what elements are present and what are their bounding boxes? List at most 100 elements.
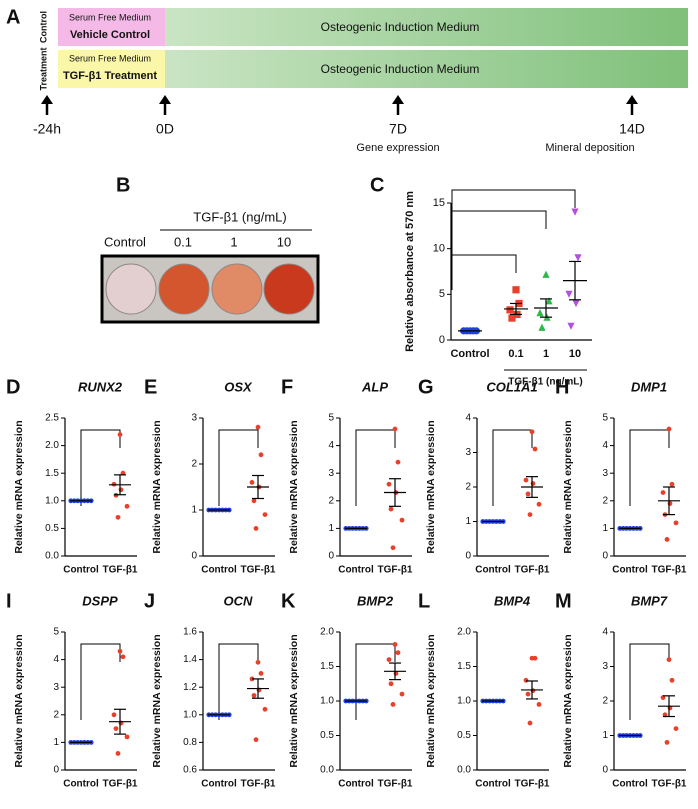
data-point	[124, 734, 130, 740]
x-tick-label: Control	[201, 565, 237, 576]
y-tick-label: 2	[53, 709, 59, 720]
x-tick-label: TGF-β1	[652, 565, 687, 576]
y-tick-label: 4	[602, 627, 608, 638]
y-tick-label: 4	[602, 440, 608, 451]
y-tick-label: 0.8	[183, 737, 197, 748]
y-tick-label: 2	[465, 482, 471, 493]
panel-a: A Control Treatment Serum Free Medium Ve…	[6, 6, 688, 154]
timepoint: 7D	[389, 121, 407, 137]
y-axis-label: Relative mRNA expression	[562, 634, 574, 767]
data-point	[258, 671, 264, 676]
y-tick-label: 0.5	[45, 523, 59, 534]
significance-bracket	[80, 429, 121, 506]
y-tick-label: 1	[465, 516, 471, 527]
y-tick-label: 0	[602, 765, 608, 776]
x-tick-label: Control	[338, 779, 374, 790]
x-tick-label: TGF-β1	[515, 565, 550, 576]
data-point	[529, 429, 535, 435]
y-tick-label: 4	[53, 654, 59, 665]
y-tick-label: 4	[328, 440, 334, 451]
data-point	[523, 677, 529, 683]
y-axis-label: Relative mRNA expression	[288, 634, 300, 767]
well	[263, 263, 315, 315]
panel-letter: C	[370, 174, 384, 196]
box-small: Serum Free Medium	[69, 12, 151, 22]
y-tick-label: 0	[328, 551, 334, 562]
data-point	[392, 642, 398, 647]
y-axis-label: Relative absorbance at 570 nm	[404, 191, 416, 352]
y-tick-label: 2.0	[45, 440, 59, 451]
data-point	[572, 299, 580, 308]
data-point	[253, 526, 259, 531]
chart-title: OSX	[224, 379, 253, 394]
panel-letter: L	[418, 590, 430, 612]
y-tick-label: 2	[191, 459, 197, 470]
y-tick-label: 1.4	[183, 654, 197, 665]
y-tick-label: 1	[53, 737, 59, 748]
data-point	[532, 655, 538, 661]
y-tick-label: 15	[433, 197, 445, 209]
panel-letter: F	[281, 376, 293, 398]
significance-bracket	[218, 429, 259, 506]
data-point	[262, 512, 268, 517]
data-point	[660, 490, 666, 495]
data-point	[390, 545, 396, 551]
x-tick-label: Control	[475, 565, 511, 576]
data-point	[542, 270, 550, 278]
x-tick-label: TGF-β1	[378, 565, 413, 576]
significance-bracket	[451, 254, 517, 290]
data-point	[536, 309, 544, 317]
chart-title: BMP2	[357, 593, 394, 608]
row-label: Control	[38, 11, 48, 43]
well-label: Control	[104, 234, 146, 249]
y-tick-label: 2.5	[45, 413, 59, 424]
y-axis-label: Relative mRNA expression	[151, 420, 163, 553]
x-tick-label: TGF-β1	[378, 779, 413, 790]
data-point	[395, 459, 401, 465]
serum-box	[58, 50, 165, 88]
significance-bracket	[451, 210, 547, 290]
y-tick-label: 1.0	[45, 495, 59, 506]
data-point	[530, 688, 536, 694]
x-tick-label: Control	[475, 779, 511, 790]
y-tick-label: 3	[191, 413, 197, 424]
well-label: 0.1	[174, 234, 192, 249]
panel-letter: J	[144, 590, 155, 612]
y-tick-label: 2.0	[320, 627, 334, 638]
chart-title: BMP7	[631, 593, 668, 608]
data-point	[386, 481, 392, 487]
y-tick-label: 1	[602, 730, 608, 741]
chart-title: RUNX2	[78, 379, 123, 394]
x-tick-label: Control	[63, 565, 99, 576]
data-point	[525, 691, 531, 697]
y-tick-label: 0	[191, 551, 197, 562]
y-axis-label: Relative mRNA expression	[425, 420, 437, 553]
data-point	[392, 426, 398, 432]
data-point	[255, 659, 261, 665]
y-axis-label: Relative mRNA expression	[13, 634, 25, 767]
panel-letter: A	[6, 6, 20, 28]
y-tick-label: 1.5	[320, 661, 334, 672]
x-tick-label: TGF-β1	[515, 779, 550, 790]
panel-letter: E	[144, 376, 157, 398]
data-point	[115, 514, 121, 520]
y-axis-label: Relative mRNA expression	[562, 420, 574, 553]
x-tick-label: Control	[612, 565, 648, 576]
data-point	[527, 512, 533, 517]
significance-bracket	[218, 643, 259, 720]
y-tick-label: 2	[602, 696, 608, 707]
readout: Mineral deposition	[545, 142, 634, 154]
data-point	[117, 648, 123, 654]
data-point	[255, 424, 261, 430]
data-point	[571, 208, 579, 216]
y-tick-label: 1.0	[457, 696, 471, 707]
timepoint: 0D	[156, 121, 174, 137]
y-tick-label: 3	[602, 661, 608, 672]
data-point	[527, 720, 533, 726]
data-point	[536, 501, 542, 507]
well-label: 10	[277, 234, 291, 249]
y-tick-label: 0.0	[457, 765, 471, 776]
panel-letter: H	[555, 376, 569, 398]
significance-bracket	[355, 429, 396, 506]
y-tick-label: 5	[53, 627, 59, 638]
